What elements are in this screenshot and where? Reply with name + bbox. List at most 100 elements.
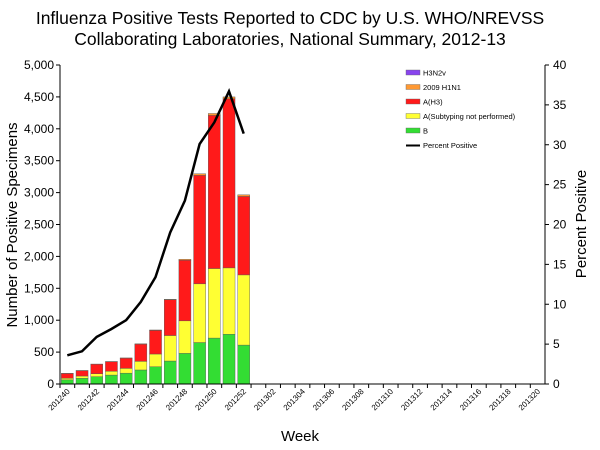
bar-segment [105, 374, 118, 385]
y2-tick-label: 30 [553, 138, 567, 152]
bar-segment [208, 268, 221, 339]
bars-group [61, 96, 250, 385]
bar-segment [178, 320, 192, 354]
bar-segment [222, 96, 236, 100]
bar-segment [149, 353, 162, 367]
x-tick-label: 201252 [223, 387, 249, 413]
bar-segment [193, 175, 206, 285]
bar-segment [61, 373, 74, 379]
y-tick-label: 1,500 [24, 281, 54, 295]
legend-swatch [405, 113, 421, 119]
bar-segment [134, 361, 148, 371]
bar-segment [237, 274, 250, 346]
bar-segment [75, 375, 89, 379]
x-tick-label: 201316 [458, 387, 484, 413]
bar-segment [208, 337, 221, 385]
bar-segment [193, 283, 206, 343]
bar-segment [237, 194, 250, 197]
bar-segment [164, 360, 177, 385]
x-tick-label: 201304 [282, 387, 308, 413]
legend-swatch [405, 84, 421, 90]
chart-title-line-1: Influenza Positive Tests Reported to CDC… [36, 8, 544, 28]
y2-tick-label: 10 [553, 297, 567, 311]
x-tick-label: 201250 [193, 387, 219, 413]
x-tick-label: 201244 [105, 387, 131, 413]
bar-segment [164, 299, 177, 300]
bar-segment [222, 267, 236, 335]
y-tick-label: 2,000 [24, 249, 54, 263]
bar-segment [134, 369, 148, 385]
bar-segment [149, 330, 162, 355]
bar-segment [149, 366, 162, 385]
bar-segment [178, 353, 192, 385]
y-tick-label: 1,000 [24, 313, 54, 327]
bar-segment [222, 334, 236, 385]
bar-segment [178, 259, 192, 261]
y-tick-label: 5,000 [24, 58, 54, 72]
y2-tick-label: 35 [553, 98, 567, 112]
legend-swatch [405, 127, 421, 134]
x-tick-label: 201242 [76, 387, 102, 413]
bar-segment [178, 260, 192, 322]
x-tick-label: 201320 [517, 387, 543, 413]
legend-label: B [423, 127, 428, 136]
bar-segment [208, 113, 221, 116]
y2-tick-label: 40 [553, 58, 567, 72]
bar-segment [222, 98, 236, 269]
x-axis-label: Week [281, 428, 320, 445]
legend-label: A(Subtyping not performed) [423, 112, 516, 121]
bar-segment [237, 344, 250, 385]
y-axis-label: Number of Positive Specimens [4, 122, 21, 327]
bar-segment [119, 372, 133, 385]
legend-label: H3N2v [423, 69, 446, 78]
bar-segment [90, 376, 103, 385]
bar-segment [193, 342, 206, 385]
y2-tick-label: 5 [553, 337, 560, 351]
percent-positive-line-group [66, 88, 245, 357]
bar-segment [237, 196, 250, 276]
y2-axis-label: Percent Positive [573, 170, 590, 278]
y2-tick-label: 15 [553, 257, 567, 271]
chart-title-line-2: Collaborating Laboratories, National Sum… [74, 29, 506, 49]
legend-label: 2009 H1N1 [423, 83, 461, 92]
legend: H3N2v 2009 H1N1 A(H3) A(Subtyping not perfo… [405, 69, 516, 150]
x-tick-label: 201306 [311, 387, 337, 413]
legend-swatch [405, 98, 421, 105]
x-tick-label: 201246 [135, 387, 161, 413]
bar-segment [75, 378, 89, 385]
bar-segment [193, 173, 206, 176]
bar-segment [119, 368, 133, 374]
y-tick-label: 3,500 [24, 154, 54, 168]
y2-tick-label: 25 [553, 178, 567, 192]
x-tick-label: 201312 [399, 387, 425, 413]
bar-segment [61, 379, 74, 385]
bar-segment [105, 361, 118, 372]
x-tick-label: 201314 [429, 387, 455, 413]
x-tick-label: 201302 [252, 387, 278, 413]
y2-tick-label: 20 [553, 218, 567, 232]
x-tick-label: 201318 [487, 387, 513, 413]
x-tick-label: 201248 [164, 387, 190, 413]
legend-label: Percent Positive [423, 141, 477, 150]
bar-segment [208, 115, 221, 269]
bar-segment [164, 335, 177, 362]
y-tick-label: 4,000 [24, 122, 54, 136]
y-tick-label: 0 [47, 377, 54, 391]
bar-segment [90, 364, 103, 374]
y2-tick-label: 0 [553, 377, 560, 391]
bar-segment [61, 378, 74, 381]
y-tick-label: 4,500 [24, 90, 54, 104]
percent-positive-line [66, 88, 245, 357]
bar-segment [105, 371, 118, 376]
y-tick-label: 2,500 [24, 218, 54, 232]
bar-segment [164, 299, 177, 336]
x-tick-label: 201308 [340, 387, 366, 413]
bar-segment [119, 357, 133, 369]
bar-segment [134, 343, 148, 362]
legend-label: A(H3) [423, 98, 443, 107]
legend-swatch [405, 69, 421, 76]
bar-segment [75, 370, 89, 377]
y-tick-label: 3,000 [24, 186, 54, 200]
bar-segment [90, 373, 103, 377]
